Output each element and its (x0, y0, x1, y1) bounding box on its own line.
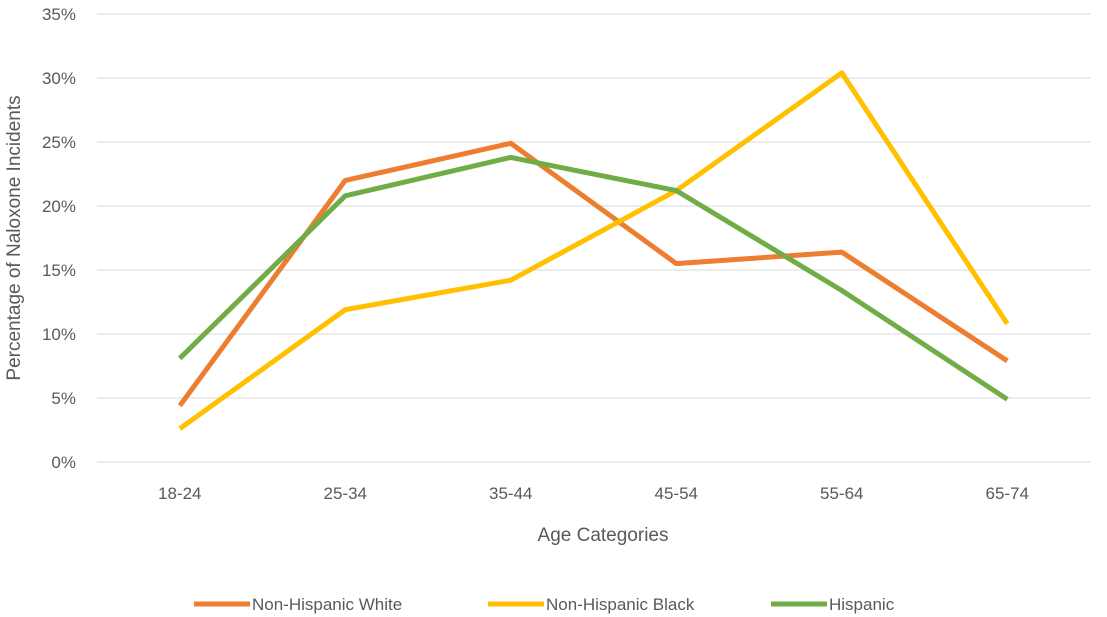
x-tick-label: 25-34 (324, 484, 367, 503)
x-axis-title: Age Categories (538, 525, 669, 546)
series-line-3 (178, 154, 1009, 402)
y-tick-label: 35% (42, 5, 76, 24)
y-tick-label: 5% (51, 389, 76, 408)
y-tick-label: 10% (42, 325, 76, 344)
series-lines (177, 70, 1010, 431)
x-tick-label: 65-74 (986, 484, 1029, 503)
y-axis-title: Percentage of Naloxone Incidents (4, 95, 25, 380)
x-tick-label: 55-64 (820, 484, 863, 503)
x-tick-label: 45-54 (655, 484, 698, 503)
y-tick-label: 20% (42, 197, 76, 216)
y-tick-label: 0% (51, 453, 76, 472)
series-line-2 (178, 70, 1010, 431)
x-axis-ticks: 18-24 25-34 35-44 45-54 55-64 65-74 (158, 484, 1029, 503)
x-tick-label: 18-24 (158, 484, 201, 503)
legend-label: Non-Hispanic White (252, 595, 402, 614)
legend-label: Non-Hispanic Black (546, 595, 695, 614)
legend-label: Hispanic (829, 595, 895, 614)
y-tick-label: 25% (42, 133, 76, 152)
series-line-1 (177, 140, 1009, 408)
y-tick-label: 30% (42, 69, 76, 88)
y-tick-label: 15% (42, 261, 76, 280)
legend: Non-Hispanic White Non-Hispanic Black Hisp… (194, 595, 895, 614)
x-tick-label: 35-44 (489, 484, 532, 503)
y-axis-ticks: 0% 5% 10% 15% 20% 25% 30% 35% (42, 5, 76, 472)
